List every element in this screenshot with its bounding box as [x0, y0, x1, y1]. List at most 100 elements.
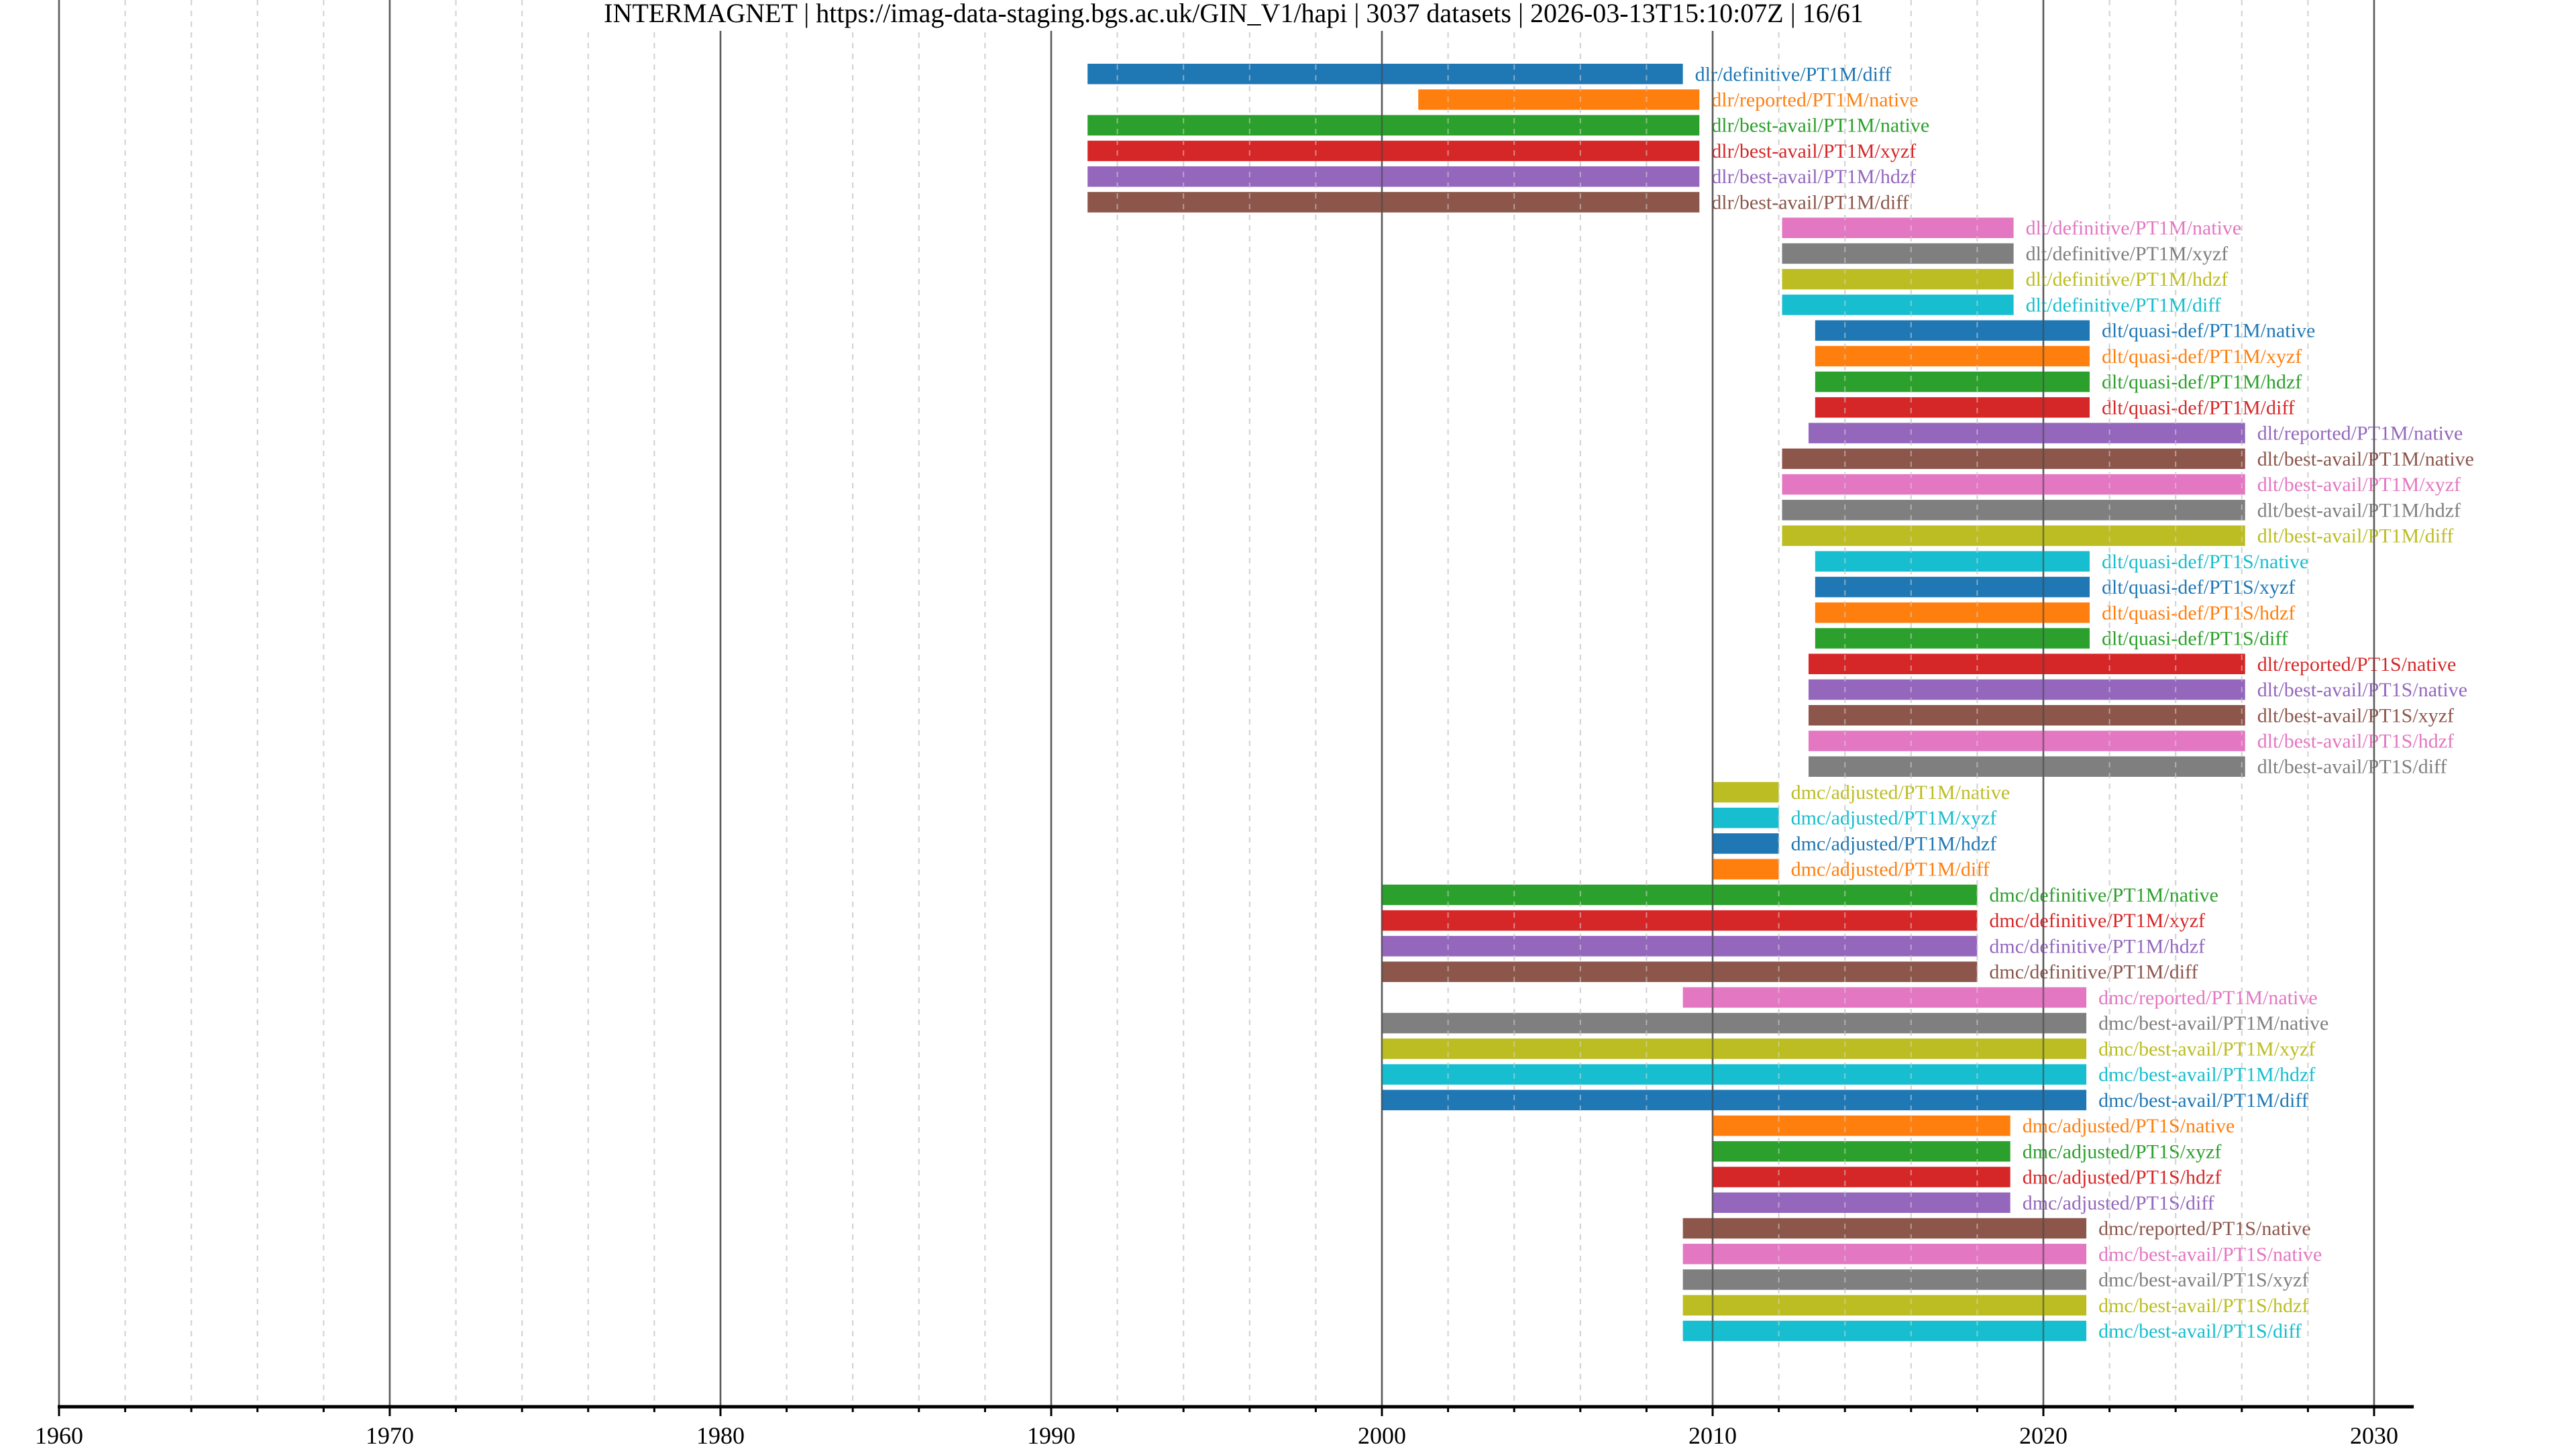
dataset-bar — [1087, 140, 1700, 162]
dataset-label: dlt/best-avail/PT1M/native — [2257, 448, 2474, 470]
dataset-label: dlt/best-avail/PT1M/diff — [2257, 525, 2454, 547]
dataset-label: dmc/definitive/PT1M/diff — [1989, 961, 2198, 983]
dataset-bar — [1808, 731, 2245, 751]
dataset-label: dlt/quasi-def/PT1M/xyzf — [2102, 345, 2302, 368]
dataset-bar — [1382, 936, 1978, 957]
dataset-label: dmc/adjusted/PT1S/xyzf — [2023, 1140, 2222, 1163]
dataset-label: dlt/definitive/PT1M/xyzf — [2026, 243, 2229, 265]
dataset-label: dlt/quasi-def/PT1M/native — [2102, 320, 2315, 342]
dataset-bar — [1382, 884, 1978, 906]
dataset-label: dmc/reported/PT1S/native — [2098, 1218, 2311, 1240]
dataset-label: dmc/best-avail/PT1S/xyzf — [2098, 1269, 2308, 1291]
dataset-bar — [1808, 679, 2245, 700]
dataset-label: dlr/best-avail/PT1M/xyzf — [1711, 140, 1916, 162]
dataset-bar — [1087, 115, 1700, 136]
x-tick-label: 2020 — [2019, 1422, 2068, 1449]
dataset-label: dmc/adjusted/PT1M/xyzf — [1791, 807, 1997, 829]
dataset-label: dlr/best-avail/PT1M/native — [1711, 115, 1929, 137]
dataset-bar — [1782, 294, 2014, 315]
dataset-label: dmc/adjusted/PT1S/diff — [2023, 1192, 2214, 1214]
x-tick-label: 1990 — [1027, 1422, 1075, 1449]
dataset-bar — [1682, 1218, 2087, 1239]
gridline-overlay — [58, 0, 2375, 1407]
dataset-label: dlt/quasi-def/PT1S/native — [2102, 551, 2308, 573]
dataset-label: dmc/definitive/PT1M/hdzf — [1989, 935, 2205, 957]
dataset-bar — [1782, 448, 2245, 470]
dataset-bar — [1682, 1269, 2087, 1290]
dataset-label: dlr/best-avail/PT1M/diff — [1711, 191, 1909, 213]
x-tick-label: 2000 — [1358, 1422, 1406, 1449]
dataset-bar — [1808, 705, 2245, 726]
dataset-bar — [1682, 987, 2087, 1008]
dataset-bar — [1713, 1192, 2010, 1214]
dataset-label: dmc/best-avail/PT1M/native — [2098, 1012, 2328, 1034]
x-tick-label: 1970 — [366, 1422, 414, 1449]
dataset-label: dmc/best-avail/PT1S/diff — [2098, 1320, 2302, 1342]
dataset-label: dmc/best-avail/PT1S/hdzf — [2098, 1295, 2308, 1317]
dataset-bar — [1815, 320, 2090, 341]
dataset-bar — [1808, 653, 2245, 675]
dataset-label: dmc/best-avail/PT1M/hdzf — [2098, 1064, 2315, 1086]
dataset-label: dlr/reported/PT1M/native — [1711, 89, 1918, 111]
dataset-bar — [1808, 756, 2245, 777]
dataset-bar — [1682, 1244, 2087, 1265]
dataset-label: dmc/adjusted/PT1M/native — [1791, 782, 2010, 804]
dataset-bar — [1815, 576, 2090, 598]
dataset-label: dlt/definitive/PT1M/diff — [2026, 294, 2221, 316]
title-background — [570, 0, 1898, 31]
dataset-bar — [1808, 423, 2245, 443]
dataset-label: dlt/quasi-def/PT1S/diff — [2102, 628, 2288, 650]
dataset-label: dlt/reported/PT1S/native — [2257, 653, 2457, 676]
dataset-bar — [1815, 371, 2090, 392]
dataset-bar — [1682, 1295, 2087, 1316]
dataset-label: dlt/best-avail/PT1M/xyzf — [2257, 474, 2461, 496]
dataset-label: dmc/adjusted/PT1S/native — [2023, 1115, 2235, 1137]
dataset-bar — [1087, 64, 1683, 85]
dataset-bar — [1782, 525, 2245, 546]
dataset-label: dlt/quasi-def/PT1M/hdzf — [2102, 371, 2302, 393]
dataset-label: dmc/best-avail/PT1M/xyzf — [2098, 1038, 2315, 1060]
dataset-label: dlt/definitive/PT1M/hdzf — [2026, 268, 2229, 290]
dataset-label: dlt/quasi-def/PT1S/hdzf — [2102, 602, 2295, 624]
dataset-label: dmc/adjusted/PT1M/hdzf — [1791, 833, 1997, 855]
dataset-bar — [1087, 166, 1700, 187]
dataset-bar — [1713, 1167, 2010, 1187]
dataset-label: dlt/quasi-def/PT1S/xyzf — [2102, 576, 2295, 598]
dataset-bar — [1782, 474, 2245, 495]
dataset-label: dmc/definitive/PT1M/xyzf — [1989, 910, 2205, 932]
dataset-bar — [1682, 1320, 2087, 1342]
dataset-bar — [1713, 859, 1779, 879]
dataset-bar — [1418, 89, 1700, 110]
dataset-bar — [1713, 807, 1779, 828]
dataset-bar — [1815, 551, 2090, 572]
dataset-bar — [1713, 782, 1779, 803]
dataset-bar — [1815, 602, 2090, 623]
dataset-bar — [1782, 243, 2014, 264]
dataset-label: dlt/best-avail/PT1S/hdzf — [2257, 730, 2454, 752]
dataset-bar — [1382, 1012, 2087, 1034]
dataset-bar — [1087, 192, 1700, 213]
chart-title: INTERMAGNET | https://imag-data-staging.… — [604, 0, 1864, 28]
dataset-bar — [1382, 961, 1978, 982]
dataset-bar — [1815, 397, 2090, 418]
dataset-bar — [1382, 1064, 2087, 1085]
dataset-label: dlt/definitive/PT1M/native — [2026, 217, 2242, 239]
dataset-label: dlt/best-avail/PT1S/native — [2257, 679, 2467, 701]
x-tick-label: 2010 — [1688, 1422, 1737, 1449]
dataset-bar — [1782, 217, 2014, 238]
dataset-label: dlr/best-avail/PT1M/hdzf — [1711, 166, 1916, 188]
dataset-bar — [1782, 268, 2014, 290]
dataset-label: dlt/best-avail/PT1S/diff — [2257, 756, 2447, 778]
x-tick-label: 2030 — [2350, 1422, 2398, 1449]
dataset-bar — [1382, 1038, 2087, 1059]
dataset-label: dmc/best-avail/PT1S/native — [2098, 1243, 2322, 1265]
dataset-label: dlt/best-avail/PT1M/hdzf — [2257, 499, 2461, 521]
dataset-bars — [1087, 64, 2245, 1342]
dataset-label: dlr/definitive/PT1M/diff — [1695, 63, 1892, 85]
dataset-bar — [1782, 500, 2245, 521]
dataset-labels: dlr/definitive/PT1M/diff dlr/reported/PT1… — [1695, 63, 2474, 1342]
dataset-label: dlt/best-avail/PT1S/xyzf — [2257, 704, 2454, 727]
dataset-label: dmc/reported/PT1M/native — [2098, 987, 2318, 1009]
dataset-bar — [1815, 628, 2090, 649]
